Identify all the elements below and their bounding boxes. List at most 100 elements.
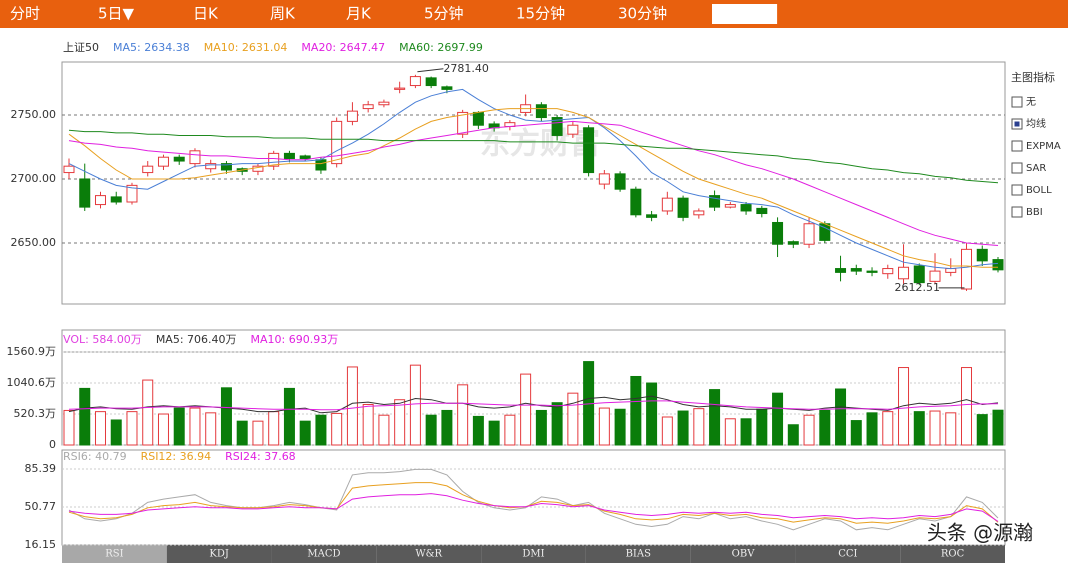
candle-body — [283, 152, 295, 159]
candle-body — [157, 156, 169, 167]
volume-bar — [425, 414, 437, 446]
candle-body — [535, 104, 547, 119]
ma-line — [68, 468, 999, 531]
volume-bar — [394, 399, 406, 446]
ma-line — [68, 108, 998, 268]
volume-bar — [756, 408, 768, 446]
checkbox[interactable] — [1011, 96, 1023, 108]
candle-body — [882, 268, 894, 275]
candle-body — [205, 163, 217, 170]
volume-bar — [614, 408, 626, 446]
bottom-tab[interactable]: W&R — [415, 549, 442, 560]
tab[interactable]: 30分钟 — [618, 5, 667, 23]
bottom-tab-bg[interactable] — [795, 545, 901, 563]
candle-body — [961, 248, 973, 290]
bottom-tab-bg[interactable] — [585, 545, 691, 563]
tab[interactable]: 5日▼ — [98, 5, 135, 23]
tab[interactable]: 月K — [346, 5, 372, 23]
candle-body — [787, 241, 799, 245]
candle-body — [929, 270, 941, 282]
volume-bar — [236, 420, 248, 446]
volume-bar — [504, 414, 516, 446]
bottom-tab[interactable]: MACD — [307, 549, 340, 560]
bottom-tab-bg[interactable] — [62, 545, 167, 563]
candle-body — [110, 196, 122, 203]
volume-bar — [646, 382, 658, 446]
tab[interactable]: 15分钟 — [516, 5, 565, 23]
candle-body — [299, 155, 311, 159]
candle-body — [94, 195, 106, 206]
volume-bar — [945, 412, 957, 446]
volume-bar — [693, 408, 705, 446]
bottom-tab[interactable]: ROC — [941, 549, 965, 560]
tab-selected-bg — [712, 4, 778, 24]
volume-bar — [913, 411, 925, 446]
candle-body — [331, 120, 343, 165]
tab[interactable]: 日K — [193, 5, 219, 23]
watermark-author: 头条 @源瀚 — [927, 521, 1033, 545]
bottom-tab-bg[interactable] — [376, 545, 482, 563]
volume-bar — [976, 414, 988, 446]
tab[interactable]: 5分钟 — [424, 5, 464, 23]
bottom-tab[interactable]: DMI — [522, 549, 544, 560]
tab[interactable]: 60分钟 — [720, 5, 769, 23]
candle-body — [457, 111, 469, 135]
bottom-tab[interactable]: OBV — [732, 549, 756, 560]
option-label[interactable]: 无 — [1026, 97, 1036, 108]
watermark: 东方财富 — [480, 127, 600, 162]
option-label[interactable]: SAR — [1026, 163, 1046, 174]
volume-bar — [819, 409, 831, 446]
volume-bar — [567, 392, 579, 446]
bottom-tab-bg[interactable] — [900, 545, 1005, 563]
volume-bar — [220, 387, 232, 446]
volume-bar — [173, 407, 185, 446]
candle-body — [630, 188, 642, 216]
candle-body — [472, 111, 484, 126]
volume-bar — [110, 419, 122, 446]
y-tick-label: 85.39 — [25, 462, 57, 475]
volume-bar — [472, 415, 484, 446]
option-label[interactable]: 均线 — [1026, 117, 1046, 130]
checkbox[interactable] — [1011, 184, 1023, 196]
candle-body — [63, 165, 75, 174]
tab[interactable]: 周K — [270, 5, 296, 23]
bottom-tab[interactable]: CCI — [838, 549, 857, 560]
candle-body — [346, 110, 358, 122]
ma-line — [68, 129, 999, 184]
y-tick-label: 1560.9万 — [7, 345, 57, 358]
candle-body — [693, 210, 705, 216]
volume-panel — [61, 329, 1006, 446]
y-tick-label: 16.15 — [25, 538, 57, 551]
volume-bar — [929, 410, 941, 446]
bottom-tab-bg[interactable] — [166, 545, 272, 563]
candle-body — [441, 86, 453, 90]
bottom-tab[interactable]: KDJ — [209, 549, 229, 560]
option-label[interactable]: EXPMA — [1026, 141, 1061, 152]
volume-bar — [787, 424, 799, 446]
volume-bar — [252, 420, 264, 446]
y-tick-label: 520.3万 — [14, 407, 57, 420]
main-panel — [61, 61, 1006, 305]
option-label[interactable]: BBI — [1026, 207, 1043, 218]
tab[interactable]: 分时 — [10, 5, 40, 23]
bottom-tab-bg[interactable] — [271, 545, 377, 563]
candle-body — [976, 248, 988, 262]
volume-bar — [598, 407, 610, 446]
y-tick-label: 0 — [49, 438, 56, 451]
legend-entry: RSI12: 36.94 — [141, 450, 212, 463]
option-label[interactable]: BOLL — [1026, 185, 1052, 196]
candle-body — [614, 173, 626, 190]
candle-body — [315, 159, 327, 171]
candle-body — [756, 207, 768, 215]
y-tick-label: 50.77 — [25, 500, 57, 513]
bottom-tab[interactable]: BIAS — [626, 549, 652, 560]
candle-body — [173, 156, 185, 162]
checkbox[interactable] — [1011, 162, 1023, 174]
checkbox[interactable] — [1011, 206, 1023, 218]
checkbox[interactable] — [1011, 140, 1023, 152]
candle-body — [567, 124, 579, 135]
bottom-tab-bg[interactable] — [690, 545, 796, 563]
ma-line — [68, 400, 999, 411]
bottom-tab-bg[interactable] — [481, 545, 586, 563]
bottom-tab[interactable]: RSI — [105, 549, 123, 560]
